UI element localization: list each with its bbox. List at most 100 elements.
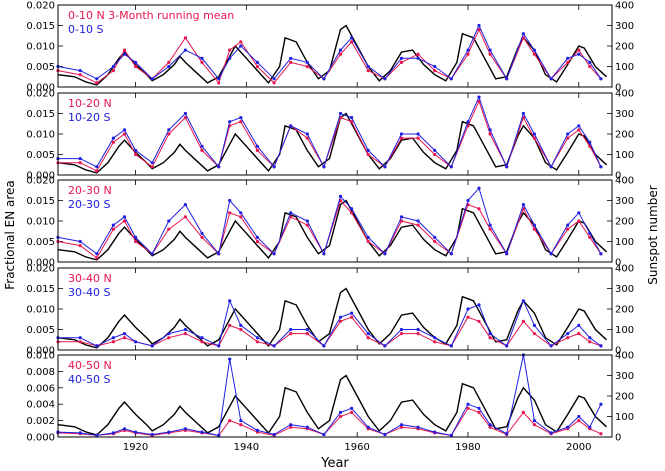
data-point-south xyxy=(477,303,481,307)
data-point-north xyxy=(255,340,259,344)
data-point-south xyxy=(399,327,404,332)
right-tick-label: 300 xyxy=(615,109,634,120)
x-tick-label: 1980 xyxy=(455,442,480,453)
right-tick-label: 100 xyxy=(615,150,634,161)
data-point-south xyxy=(577,414,581,419)
data-point-south xyxy=(433,430,437,434)
data-point-south xyxy=(134,235,138,239)
data-point-south xyxy=(289,211,293,215)
data-point-north xyxy=(183,36,187,40)
data-point-north xyxy=(305,64,309,69)
data-point-north xyxy=(477,319,481,323)
data-point-north xyxy=(577,48,581,52)
data-point-north xyxy=(95,169,99,173)
data-point-south xyxy=(150,252,154,256)
data-point-south xyxy=(150,77,154,81)
data-point-south xyxy=(366,148,370,152)
data-point-south xyxy=(200,231,204,235)
data-point-south xyxy=(289,124,293,128)
data-point-south xyxy=(477,406,481,410)
y-axis-label-left: Fractional EN area xyxy=(3,180,17,290)
data-point-south xyxy=(183,48,187,52)
data-point-north xyxy=(200,148,204,152)
right-tick-label: 300 xyxy=(615,371,634,382)
data-point-south xyxy=(366,64,370,69)
data-point-south xyxy=(272,432,276,437)
data-point-north xyxy=(350,40,354,44)
left-tick-label: 0.010 xyxy=(26,305,55,316)
data-point-south xyxy=(122,52,127,56)
data-point-south xyxy=(599,344,603,348)
left-tick-label: 0.008 xyxy=(26,367,55,378)
panel-5: 0.000 0.002 0.004 0.006 0.008 0.010 0 100 200 300… xyxy=(26,351,634,444)
data-point-south xyxy=(289,56,293,60)
left-tick-label: 0.005 xyxy=(26,150,55,161)
data-point-north xyxy=(122,219,127,223)
panel-4: 0.000 0.005 0.010 0.015 0.020 0 100 200 300 400 30… xyxy=(26,264,634,357)
data-point-south xyxy=(134,340,138,344)
data-point-south xyxy=(95,252,99,256)
legend-entry-north: 30-40 N xyxy=(68,272,112,285)
data-point-south xyxy=(255,144,259,148)
x-tick-label: 1960 xyxy=(344,442,369,453)
data-point-north xyxy=(134,239,138,244)
data-point-north xyxy=(183,116,187,120)
x-tick-label: 1920 xyxy=(123,442,148,453)
right-tick-label: 200 xyxy=(615,130,634,141)
data-point-south xyxy=(95,344,99,348)
data-point-south xyxy=(338,111,343,116)
data-point-north xyxy=(521,319,526,323)
data-point-south xyxy=(521,32,526,36)
data-point-north xyxy=(122,48,127,52)
data-point-south xyxy=(122,427,127,431)
data-point-north xyxy=(228,323,232,327)
data-point-south xyxy=(150,344,154,348)
data-point-south xyxy=(305,60,309,64)
data-point-south xyxy=(449,77,453,81)
right-tick-label: 200 xyxy=(615,305,634,316)
data-point-north xyxy=(532,227,537,231)
legend-entry-north: 40-50 N xyxy=(68,359,112,372)
data-point-south xyxy=(433,235,437,239)
data-point-north xyxy=(122,132,127,136)
data-point-north xyxy=(466,406,470,410)
data-point-south xyxy=(399,132,404,136)
data-point-north xyxy=(305,136,309,140)
data-point-south xyxy=(95,433,99,437)
data-point-north xyxy=(167,60,171,64)
data-point-south xyxy=(150,432,154,437)
data-point-south xyxy=(366,332,370,336)
data-point-south xyxy=(228,56,232,60)
legend-entry-north: 10-20 N xyxy=(68,97,112,110)
data-point-south xyxy=(566,132,570,136)
data-point-south xyxy=(521,299,526,303)
data-point-south xyxy=(588,60,592,64)
data-point-south xyxy=(272,344,276,348)
data-point-north xyxy=(183,332,187,336)
right-tick-label: 300 xyxy=(615,196,634,207)
data-point-north xyxy=(588,64,592,69)
panel-frame xyxy=(57,4,613,88)
data-point-south xyxy=(167,430,171,434)
data-point-north xyxy=(122,336,127,340)
data-point-north xyxy=(350,120,354,124)
data-point-south xyxy=(228,299,232,303)
data-point-north xyxy=(200,60,204,64)
data-point-north xyxy=(78,244,82,248)
data-point-north xyxy=(399,332,404,336)
data-point-south xyxy=(449,165,453,169)
data-point-north xyxy=(272,81,276,85)
data-point-south xyxy=(399,56,404,60)
data-point-south xyxy=(577,124,581,128)
legend-entry-north: 0-10 N 3-Month running mean xyxy=(68,9,234,22)
right-tick-label: 100 xyxy=(615,325,634,336)
data-point-north xyxy=(338,414,343,419)
data-point-south xyxy=(78,336,82,340)
data-point-north xyxy=(78,340,82,344)
data-point-south xyxy=(111,136,115,140)
sunspot-number-line xyxy=(57,287,607,349)
right-tick-label: 300 xyxy=(615,284,634,295)
data-point-south xyxy=(228,357,232,361)
data-point-south xyxy=(272,165,276,169)
